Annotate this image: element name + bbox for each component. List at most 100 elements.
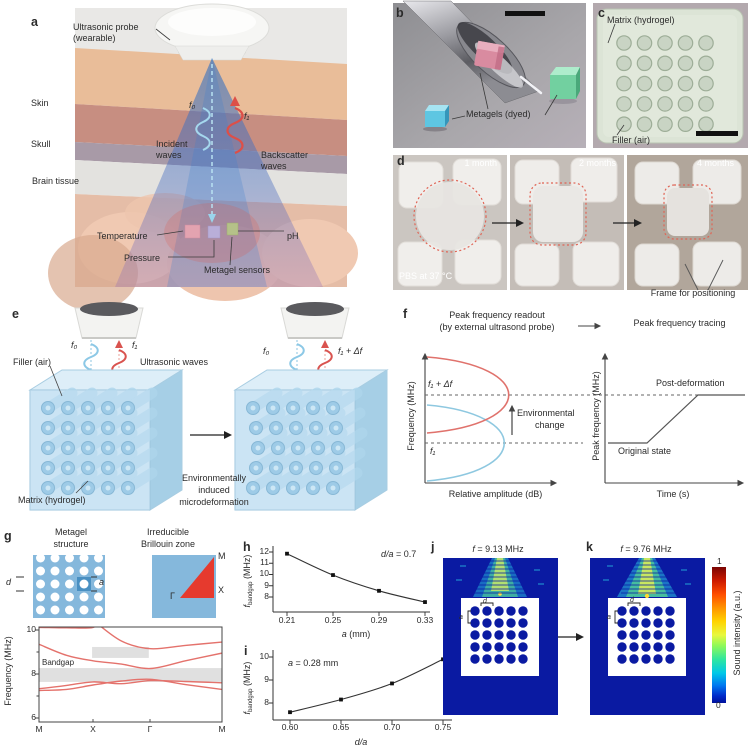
- panel-g: [16, 553, 223, 723]
- f1-label-left: f₁: [132, 340, 138, 350]
- h-ytick-9: 9: [264, 580, 269, 590]
- time-axis-label: Time (s): [656, 489, 690, 499]
- annotation-lines: [155, 28, 284, 266]
- j-title: f = 9.13 MHz: [448, 544, 548, 554]
- h-xlabel-var: a: [341, 629, 347, 639]
- sound-beam: [456, 558, 544, 597]
- j-d-label: d: [483, 598, 487, 605]
- h-xtick-4: 0.33: [416, 615, 434, 625]
- frame-positioning-label: Frame for positioning: [650, 288, 736, 298]
- bz-gamma-label: Γ: [170, 591, 175, 601]
- photo-1-month: [393, 155, 507, 290]
- readout-title-1: Peak frequency readout: [449, 310, 545, 320]
- x-axis-ticks: [92, 719, 151, 722]
- brillouin-zone-diagram: [152, 555, 216, 618]
- y-axis-ticks: [269, 551, 273, 598]
- air-filler-holes: [616, 35, 714, 132]
- h-ytick-12: 12: [259, 546, 269, 556]
- i-ylabel-f: f: [242, 711, 252, 715]
- i-ytick-10: 10: [259, 651, 269, 661]
- i-annotation: a = 0.28 mm: [288, 658, 338, 668]
- f1-df-label-right: f₁ + Δf: [338, 346, 363, 356]
- h-xlabel: a (mm): [326, 629, 386, 639]
- env-induced-label-2: induced: [198, 485, 230, 495]
- skull-label: Skull: [31, 139, 51, 149]
- bandgap-label: Bandgap: [42, 658, 75, 667]
- panel-label-g: g: [4, 529, 12, 543]
- frequency-axis-label: Frequency (MHz): [406, 381, 416, 451]
- temperature-label: Temperature: [97, 231, 148, 241]
- pressure-label: Pressure: [124, 253, 161, 263]
- green-metagel-cube: [549, 67, 580, 104]
- i-ylabel-sub: bandgap: [248, 688, 254, 712]
- i-xtick-4: 0.75: [434, 722, 452, 732]
- left-plot: [421, 352, 745, 487]
- y-axis-ticks: [35, 629, 39, 719]
- g-ytick-8: 8: [31, 668, 36, 678]
- backscatter-wave-icon: [226, 96, 244, 155]
- g-xtick-M2: M: [218, 724, 226, 734]
- side-lobes: [456, 565, 544, 585]
- i-ytick-9: 9: [264, 674, 269, 684]
- air-holes: [617, 606, 675, 664]
- bz-M-label: M: [218, 551, 226, 561]
- panel-label-e: e: [12, 307, 19, 321]
- bz-X-label: X: [218, 585, 225, 595]
- env-change-label-2: change: [535, 420, 565, 430]
- transition-arrow: [190, 431, 232, 439]
- f1-label-f: f₁: [430, 446, 436, 456]
- air-holes: [470, 606, 528, 664]
- h-ytick-8: 8: [264, 591, 269, 601]
- sound-intensity-colorbar: [712, 567, 726, 703]
- h-ylabel-sub: bandgap: [248, 581, 254, 605]
- panel-label-j: j: [431, 540, 435, 554]
- f1-resonance-curve: [426, 404, 505, 482]
- metagel-cube-left: [28, 369, 184, 511]
- readout-title-2: (by external ultrasond probe): [439, 322, 555, 332]
- h-ylabel: fbandgap (MHz): [242, 536, 256, 626]
- scale-bar: [696, 131, 738, 136]
- h-xtick-2: 0.25: [324, 615, 342, 625]
- panel-f-plots: [421, 322, 745, 487]
- original-state-label: Original state: [618, 446, 672, 456]
- j-title-rest: = 9.13 MHz: [474, 544, 524, 554]
- brillouin-title-2: Brillouin zone: [140, 539, 196, 549]
- h-annotation-var: d/a: [381, 549, 394, 559]
- right-plot: [601, 352, 745, 487]
- tracing-title: Peak frequency tracing: [633, 318, 726, 328]
- metagel-structure-diagram: [16, 553, 105, 618]
- metagel-structure-title-2: structure: [53, 539, 89, 549]
- j-to-k-arrow: [558, 633, 584, 641]
- probe-label-2: (wearable): [73, 33, 116, 43]
- metagel-cube-right: [233, 369, 389, 511]
- photo-2-months: [510, 155, 624, 290]
- k-title-rest: = 9.76 MHz: [622, 544, 672, 554]
- panel-label-f: f: [403, 307, 408, 321]
- h-annotation: d/a = 0.7: [381, 549, 416, 559]
- colorbar-max-label: 1: [717, 556, 722, 566]
- env-change-label-1: Environmental: [517, 408, 575, 418]
- a-bracket: [467, 610, 471, 624]
- matrix-hydrogel-label-e: Matrix (hydrogel): [18, 495, 86, 505]
- g-ytick-6: 6: [31, 712, 36, 722]
- colorbar-axis-label: Sound intensity (a.u.): [732, 590, 742, 676]
- sound-beam: [603, 558, 691, 599]
- metagels-dyed-label: Metagels (dyed): [466, 109, 531, 119]
- a-dimension-label: a: [99, 577, 105, 587]
- pbs-label: PBS at 37 °C: [399, 271, 453, 281]
- env-induced-label-3: microdeformation: [179, 497, 249, 507]
- h-ytick-10: 10: [259, 568, 269, 578]
- probe-left: [74, 302, 144, 339]
- panel-a-illustration: [48, 3, 358, 311]
- panel-label-c: c: [598, 6, 605, 20]
- panel-label-b: b: [396, 6, 404, 20]
- probe-label: Ultrasonic probe: [73, 22, 139, 32]
- d-bracket: [627, 602, 641, 606]
- metagel-outline-dashed: [413, 179, 487, 253]
- g-ytick-10: 10: [26, 624, 36, 634]
- blue-metagel-cube: [423, 105, 449, 132]
- time-arrows: [492, 219, 642, 227]
- f0-label: f₀: [189, 100, 196, 110]
- h-xtick-1: 0.21: [278, 615, 296, 625]
